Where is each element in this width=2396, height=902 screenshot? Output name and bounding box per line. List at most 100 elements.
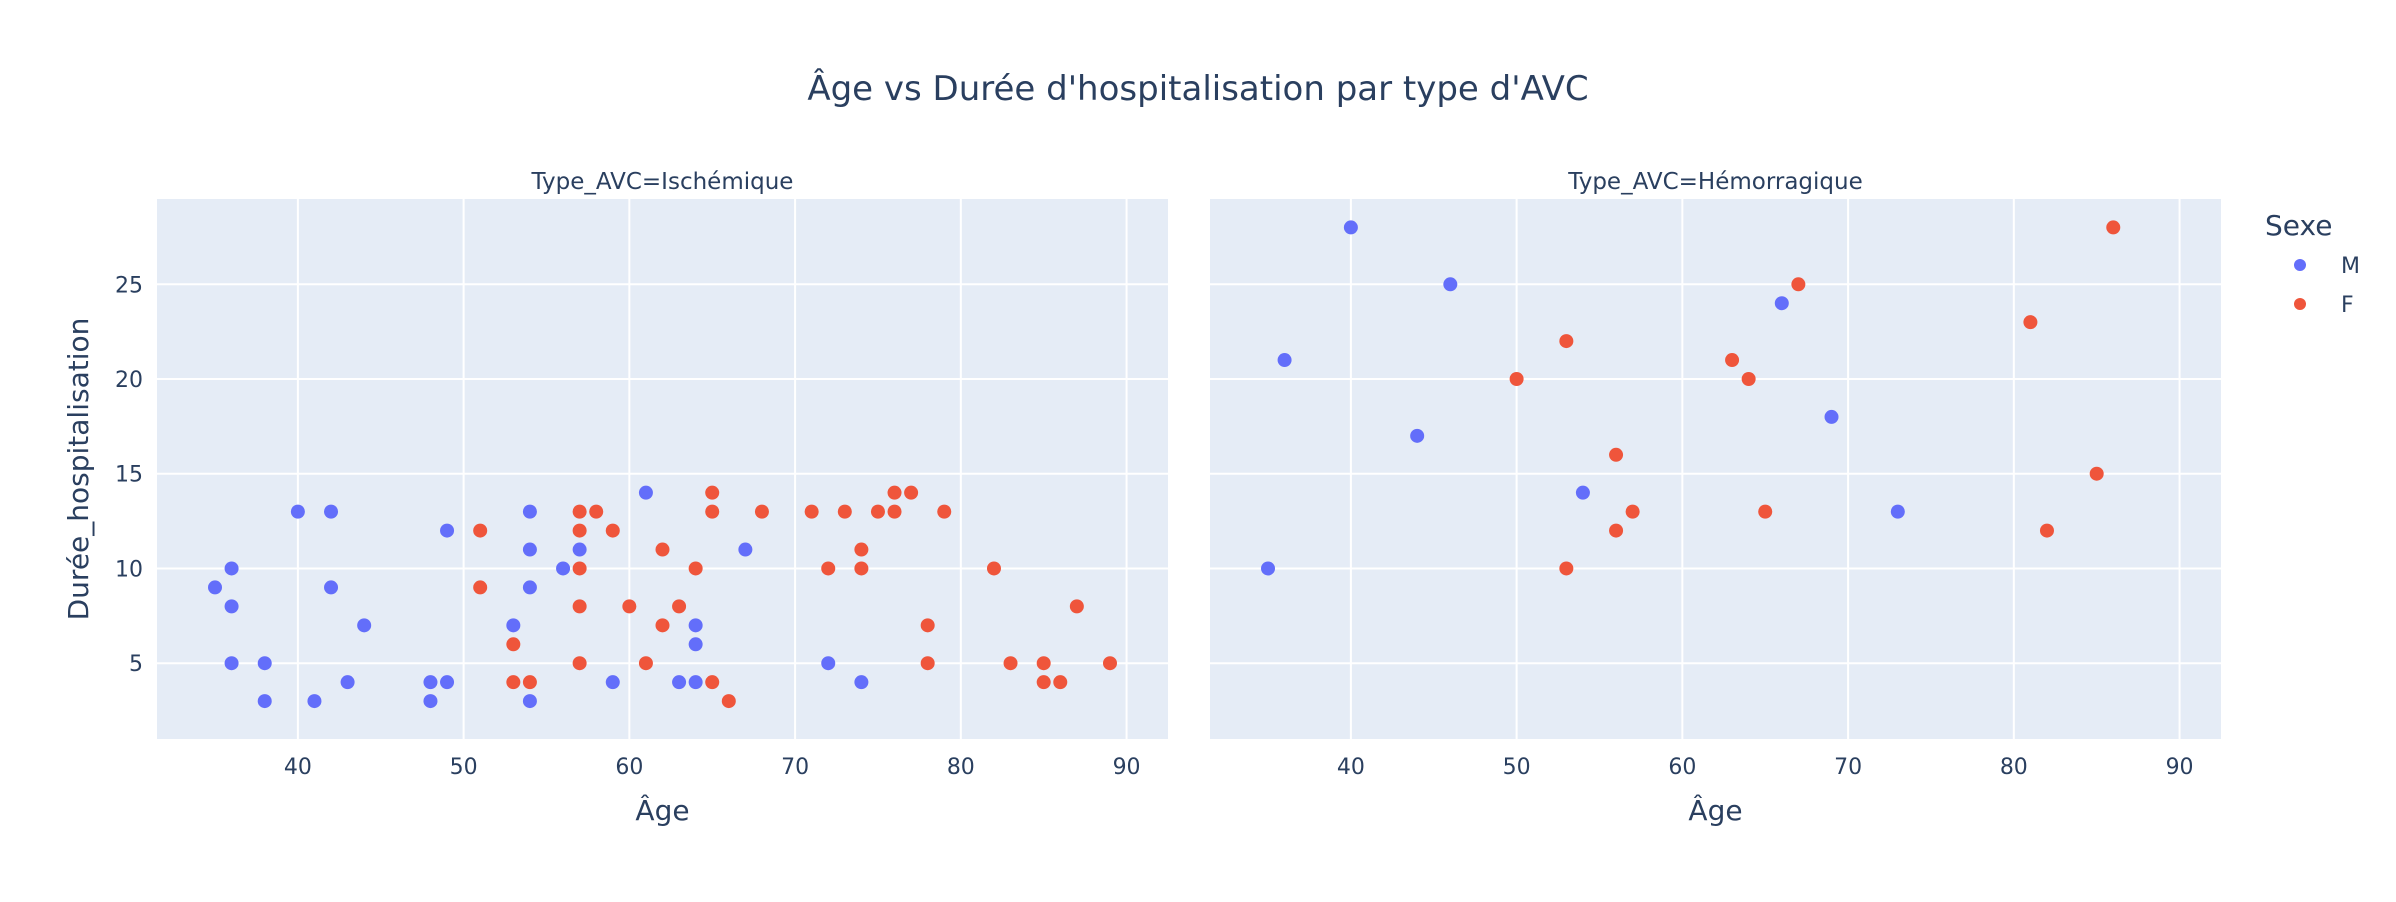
data-point-f[interactable] xyxy=(837,504,852,519)
data-point-f[interactable] xyxy=(589,504,604,519)
data-point-f[interactable] xyxy=(887,485,902,500)
data-point-f[interactable] xyxy=(1609,523,1624,538)
data-point-f[interactable] xyxy=(705,675,720,690)
data-point-m[interactable] xyxy=(224,561,239,576)
data-point-f[interactable] xyxy=(506,637,521,652)
data-point-m[interactable] xyxy=(854,675,869,690)
data-point-f[interactable] xyxy=(854,542,869,557)
data-point-m[interactable] xyxy=(1824,409,1839,424)
data-point-f[interactable] xyxy=(904,485,919,500)
data-point-f[interactable] xyxy=(1003,656,1018,671)
data-point-f[interactable] xyxy=(572,504,587,519)
data-point-m[interactable] xyxy=(440,523,455,538)
data-point-f[interactable] xyxy=(572,561,587,576)
data-point-f[interactable] xyxy=(655,542,670,557)
data-point-m[interactable] xyxy=(522,694,537,709)
data-point-m[interactable] xyxy=(257,694,272,709)
data-point-f[interactable] xyxy=(1559,561,1574,576)
data-point-m[interactable] xyxy=(224,599,239,614)
data-point-f[interactable] xyxy=(572,599,587,614)
data-point-m[interactable] xyxy=(357,618,372,633)
data-point-m[interactable] xyxy=(522,542,537,557)
data-point-f[interactable] xyxy=(1053,675,1068,690)
data-point-f[interactable] xyxy=(572,656,587,671)
data-point-f[interactable] xyxy=(473,523,488,538)
data-point-f[interactable] xyxy=(622,599,637,614)
data-point-m[interactable] xyxy=(1261,561,1276,576)
data-point-m[interactable] xyxy=(1343,220,1358,235)
data-point-f[interactable] xyxy=(2023,315,2038,330)
data-point-m[interactable] xyxy=(738,542,753,557)
data-point-m[interactable] xyxy=(1575,485,1590,500)
data-point-m[interactable] xyxy=(1410,428,1425,443)
data-point-f[interactable] xyxy=(1036,675,1051,690)
data-point-m[interactable] xyxy=(556,561,571,576)
data-point-f[interactable] xyxy=(1725,353,1740,368)
data-point-m[interactable] xyxy=(257,656,272,671)
data-point-f[interactable] xyxy=(754,504,769,519)
data-point-f[interactable] xyxy=(1741,372,1756,386)
data-point-m[interactable] xyxy=(440,675,455,690)
data-point-m[interactable] xyxy=(572,542,587,557)
data-point-f[interactable] xyxy=(605,523,620,538)
data-point-f[interactable] xyxy=(1559,334,1574,349)
data-point-m[interactable] xyxy=(1443,277,1458,292)
data-point-m[interactable] xyxy=(672,675,687,690)
data-point-m[interactable] xyxy=(224,656,239,671)
data-point-m[interactable] xyxy=(423,694,438,709)
data-point-f[interactable] xyxy=(638,656,653,671)
data-point-f[interactable] xyxy=(870,504,885,519)
data-point-f[interactable] xyxy=(986,561,1001,576)
data-point-f[interactable] xyxy=(1609,447,1624,462)
data-point-f[interactable] xyxy=(705,504,720,519)
data-point-m[interactable] xyxy=(324,580,339,595)
data-point-m[interactable] xyxy=(1890,504,1905,519)
data-point-f[interactable] xyxy=(473,580,488,595)
data-point-f[interactable] xyxy=(1509,372,1524,386)
data-point-f[interactable] xyxy=(1069,599,1084,614)
data-point-m[interactable] xyxy=(605,675,620,690)
data-point-m[interactable] xyxy=(506,618,521,633)
data-point-m[interactable] xyxy=(821,656,836,671)
data-point-f[interactable] xyxy=(572,523,587,538)
legend-label-m: M xyxy=(2341,254,2360,279)
data-point-f[interactable] xyxy=(854,561,869,576)
data-point-m[interactable] xyxy=(1277,353,1292,368)
data-point-f[interactable] xyxy=(937,504,952,519)
data-point-f[interactable] xyxy=(804,504,819,519)
data-point-m[interactable] xyxy=(290,504,305,519)
data-point-m[interactable] xyxy=(522,580,537,595)
legend-item-f[interactable]: F xyxy=(2294,293,2354,318)
data-point-f[interactable] xyxy=(1102,656,1117,671)
data-point-m[interactable] xyxy=(324,504,339,519)
data-point-f[interactable] xyxy=(2039,523,2054,538)
data-point-f[interactable] xyxy=(887,504,902,519)
data-point-f[interactable] xyxy=(920,618,935,633)
data-point-f[interactable] xyxy=(705,485,720,500)
data-point-f[interactable] xyxy=(522,675,537,690)
data-point-m[interactable] xyxy=(340,675,355,690)
data-point-m[interactable] xyxy=(688,637,703,652)
data-point-f[interactable] xyxy=(2089,466,2104,481)
data-point-m[interactable] xyxy=(522,504,537,519)
data-point-f[interactable] xyxy=(672,599,687,614)
data-point-m[interactable] xyxy=(307,694,322,709)
data-point-m[interactable] xyxy=(423,675,438,690)
data-point-f[interactable] xyxy=(821,561,836,576)
data-point-f[interactable] xyxy=(1758,504,1773,519)
data-point-m[interactable] xyxy=(638,485,653,500)
data-point-f[interactable] xyxy=(1625,504,1640,519)
data-point-f[interactable] xyxy=(688,561,703,576)
data-point-m[interactable] xyxy=(1774,296,1789,311)
data-point-f[interactable] xyxy=(1791,277,1806,292)
data-point-f[interactable] xyxy=(655,618,670,633)
data-point-m[interactable] xyxy=(688,618,703,633)
data-point-f[interactable] xyxy=(506,675,521,690)
data-point-f[interactable] xyxy=(1036,656,1051,671)
data-point-f[interactable] xyxy=(2106,220,2121,235)
data-point-f[interactable] xyxy=(721,694,736,709)
data-point-m[interactable] xyxy=(208,580,223,595)
data-point-f[interactable] xyxy=(920,656,935,671)
legend-item-m[interactable]: M xyxy=(2294,254,2360,279)
data-point-m[interactable] xyxy=(688,675,703,690)
